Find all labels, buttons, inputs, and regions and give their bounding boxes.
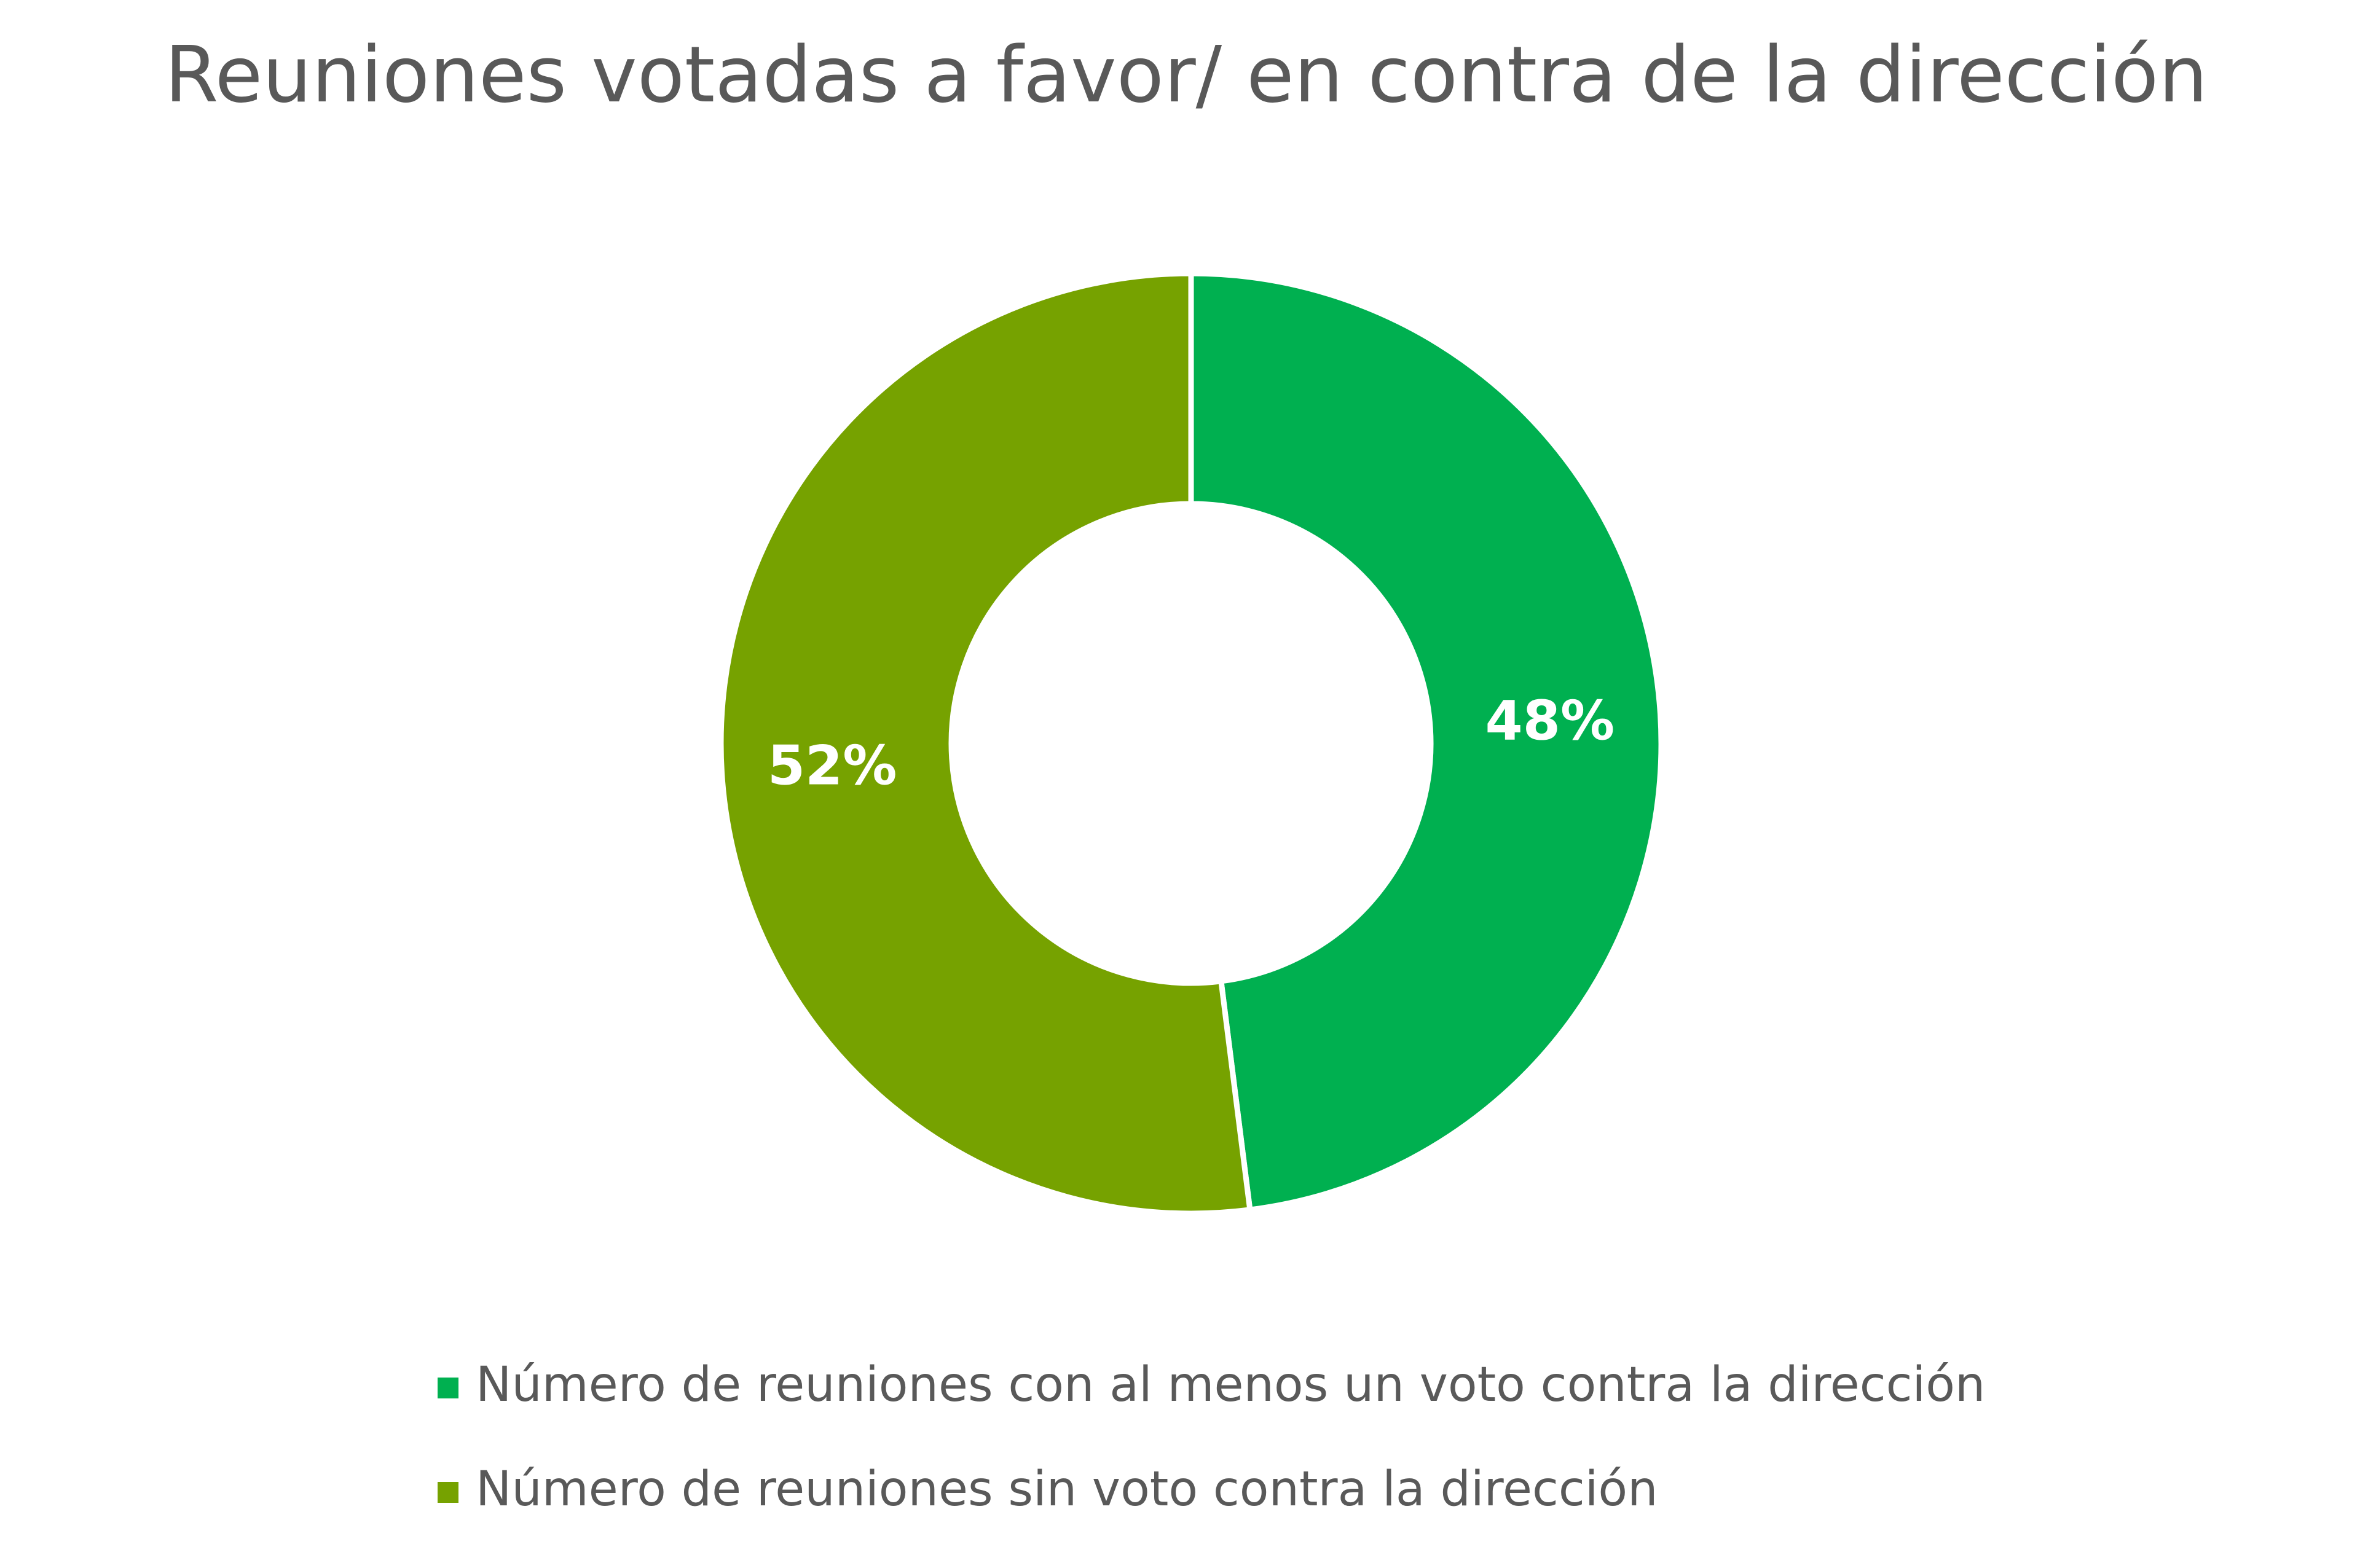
donut-slice-1: [1188, 270, 1664, 1213]
legend-swatch-2: [438, 1482, 458, 1503]
chart-title: Reuniones votadas a favor/ en contra de …: [165, 29, 2208, 120]
data-labels: 48% 52%: [768, 689, 1615, 797]
donut-slice-2: [718, 270, 1253, 1217]
legend-swatch-1: [438, 1378, 458, 1398]
donut-slices: [718, 270, 1664, 1217]
legend: Número de reuniones con al menos un voto…: [438, 1357, 1985, 1517]
legend-label-2: Número de reuniones sin voto contra la d…: [476, 1462, 1658, 1517]
data-label-1: 48%: [1485, 689, 1615, 752]
legend-label-1: Número de reuniones con al menos un voto…: [476, 1357, 1985, 1413]
data-label-2: 52%: [768, 734, 897, 798]
